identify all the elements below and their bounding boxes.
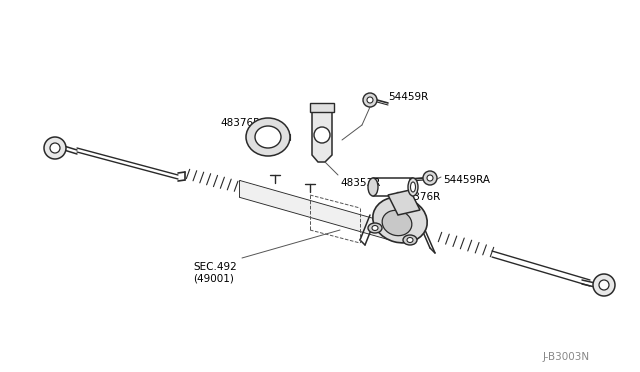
Polygon shape — [312, 112, 332, 162]
Circle shape — [599, 280, 609, 290]
Ellipse shape — [368, 223, 382, 233]
Circle shape — [427, 175, 433, 181]
Ellipse shape — [246, 118, 290, 156]
Ellipse shape — [382, 210, 412, 236]
Ellipse shape — [373, 197, 427, 243]
Ellipse shape — [410, 182, 415, 192]
Circle shape — [314, 127, 330, 143]
Text: 48376RA: 48376RA — [220, 118, 267, 128]
Polygon shape — [388, 190, 420, 215]
Circle shape — [50, 143, 60, 153]
Circle shape — [593, 274, 615, 296]
Circle shape — [44, 137, 66, 159]
Polygon shape — [310, 103, 334, 112]
Circle shape — [363, 93, 377, 107]
Ellipse shape — [255, 126, 281, 148]
Text: 54459RA: 54459RA — [443, 175, 490, 185]
Ellipse shape — [407, 237, 413, 243]
Text: 48353R: 48353R — [340, 178, 380, 188]
Text: 54459R: 54459R — [388, 92, 428, 102]
Ellipse shape — [403, 235, 417, 245]
Text: SEC.492
(49001): SEC.492 (49001) — [193, 262, 237, 283]
Ellipse shape — [372, 225, 378, 231]
Circle shape — [423, 171, 437, 185]
Circle shape — [367, 97, 373, 103]
Ellipse shape — [368, 178, 378, 196]
Polygon shape — [240, 181, 395, 241]
Text: J-B3003N: J-B3003N — [543, 352, 590, 362]
Ellipse shape — [408, 178, 418, 196]
Text: 48376R: 48376R — [400, 192, 440, 202]
